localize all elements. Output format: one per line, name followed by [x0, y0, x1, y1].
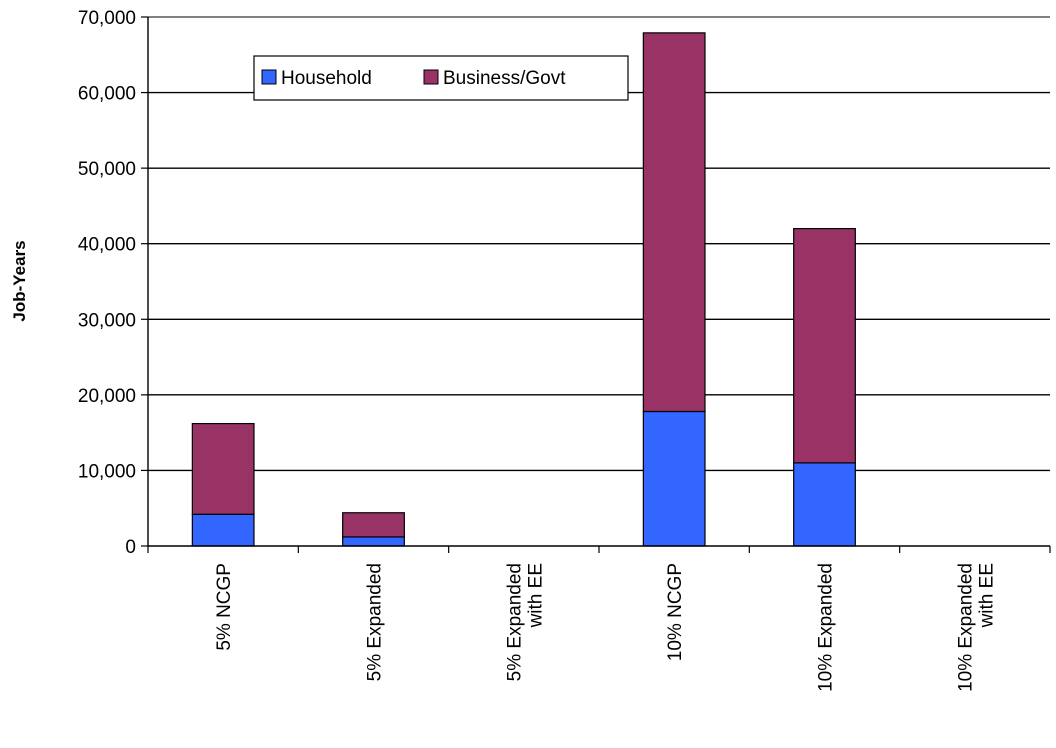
y-tick-label: 60,000 — [78, 84, 136, 105]
y-tick-label: 70,000 — [78, 8, 136, 29]
legend-label: Business/Govt — [443, 68, 566, 89]
bar-household — [642, 410, 706, 547]
x-tick-label: with EE — [525, 563, 546, 628]
y-tick-label: 20,000 — [78, 386, 136, 407]
y-tick-label: 10,000 — [78, 461, 136, 482]
y-tick-label: 50,000 — [78, 159, 136, 180]
x-tick-label: 5% NCGP — [214, 563, 235, 651]
x-tick-labels: 5% NCGP 5% Expanded 5% Expanded with EE 10% … — [214, 563, 997, 692]
bar-household — [342, 536, 405, 547]
bar-household — [191, 513, 255, 547]
x-tick-label: 10% Expanded — [955, 563, 976, 692]
bar-business-govt — [342, 512, 405, 538]
legend: Household Business/Govt — [253, 55, 629, 101]
y-axis-label: Job-Years — [10, 240, 29, 321]
y-tick-label: 40,000 — [78, 235, 136, 256]
x-tick-label: 10% Expanded — [816, 563, 837, 692]
y-tick-labels: 0 10,000 20,000 30,000 40,000 50,000 60,000 70,… — [78, 8, 136, 558]
x-tick-label: 5% Expanded — [365, 563, 386, 681]
x-tick-label: 10% NCGP — [665, 563, 686, 661]
x-tick-label: 5% Expanded — [504, 563, 525, 681]
x-tick-label: with EE — [976, 563, 997, 628]
bar-business-govt — [191, 422, 255, 515]
bar-household — [793, 462, 856, 547]
legend-swatch — [423, 69, 439, 85]
bar-business-govt — [642, 32, 706, 413]
axes — [141, 16, 1051, 553]
y-tick-label: 30,000 — [78, 310, 136, 331]
y-tick-label: 0 — [125, 537, 136, 558]
legend-swatch — [261, 69, 277, 85]
legend-label: Household — [281, 68, 372, 89]
bar-business-govt — [793, 228, 856, 464]
bars — [191, 32, 856, 547]
legend-box — [253, 55, 629, 101]
